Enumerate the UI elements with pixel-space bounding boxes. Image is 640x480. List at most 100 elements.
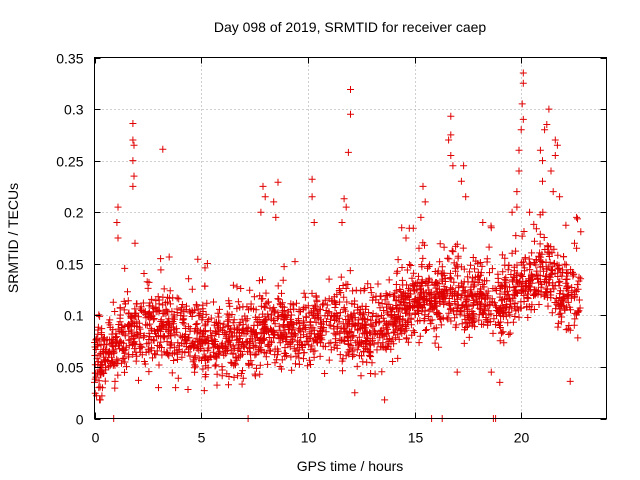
data-point <box>505 295 513 303</box>
data-point <box>518 232 526 240</box>
data-point <box>242 330 250 338</box>
data-point <box>129 120 137 127</box>
data-point <box>300 289 308 297</box>
data-point <box>534 288 542 296</box>
data-point <box>435 343 443 351</box>
data-point <box>525 277 532 285</box>
data-point <box>437 321 445 329</box>
data-point <box>394 324 402 332</box>
data-point <box>574 308 582 316</box>
y-tick-label: 0.15 <box>56 257 83 273</box>
y-axis-label: SRMTID / TECUs <box>5 183 21 293</box>
data-point <box>464 278 472 286</box>
data-point <box>264 360 272 368</box>
data-point <box>327 312 335 320</box>
data-point <box>309 324 317 332</box>
data-point <box>205 344 213 352</box>
data-point <box>488 265 496 273</box>
data-point <box>176 332 184 340</box>
data-point <box>491 285 499 293</box>
data-point <box>139 299 147 307</box>
data-point <box>516 277 524 285</box>
data-point <box>193 329 201 337</box>
data-point <box>268 311 276 319</box>
data-point <box>545 105 553 113</box>
data-point <box>146 333 154 341</box>
data-point <box>396 300 404 308</box>
data-point <box>339 282 347 289</box>
data-point <box>498 297 506 305</box>
data-point <box>485 307 493 315</box>
data-point <box>166 287 174 295</box>
data-point <box>337 289 345 297</box>
data-point <box>292 331 299 339</box>
data-point <box>504 319 512 327</box>
data-point <box>536 146 544 154</box>
data-point <box>481 302 489 310</box>
data-point <box>548 309 556 317</box>
data-point <box>265 328 272 336</box>
data-point <box>452 323 460 331</box>
data-point <box>504 287 511 295</box>
data-point <box>145 336 153 343</box>
data-point <box>136 325 144 333</box>
data-point <box>462 193 470 201</box>
data-point <box>295 346 303 354</box>
data-point <box>466 288 474 296</box>
data-point <box>280 349 288 357</box>
data-point <box>452 267 460 275</box>
y-tick-label: 0 <box>76 412 84 428</box>
data-point <box>305 341 313 349</box>
data-point <box>129 136 137 144</box>
data-point <box>190 356 198 364</box>
data-point <box>130 172 138 180</box>
data-point <box>142 314 150 322</box>
data-point <box>364 346 372 354</box>
data-point <box>99 370 107 377</box>
data-point <box>349 352 356 360</box>
data-point <box>537 258 545 265</box>
data-point <box>281 323 289 331</box>
data-point <box>536 278 544 285</box>
data-point <box>403 266 411 274</box>
data-point <box>245 359 252 367</box>
data-point <box>317 339 325 347</box>
data-point <box>555 262 563 270</box>
data-point <box>511 313 519 320</box>
data-point <box>397 288 405 296</box>
data-point <box>445 295 453 302</box>
data-point <box>496 378 504 386</box>
data-point <box>306 356 314 364</box>
data-point <box>216 347 224 355</box>
data-point <box>547 167 555 175</box>
data-point <box>376 334 384 342</box>
data-point <box>107 340 115 348</box>
data-point <box>372 292 380 300</box>
data-point <box>350 332 358 340</box>
data-point <box>111 377 119 385</box>
data-point <box>340 195 348 203</box>
data-point <box>210 336 218 344</box>
data-point <box>313 338 321 346</box>
data-point <box>294 350 302 358</box>
data-point <box>478 262 486 270</box>
data-point <box>295 308 303 315</box>
data-point <box>366 338 374 346</box>
data-point <box>250 293 258 301</box>
data-point <box>407 314 415 322</box>
data-point <box>257 329 265 337</box>
data-point <box>367 353 375 361</box>
data-point <box>250 305 257 313</box>
y-tick-label: 0.3 <box>64 102 84 118</box>
data-point <box>309 347 317 355</box>
data-point <box>402 305 410 313</box>
data-point <box>356 339 364 347</box>
data-point <box>313 298 321 306</box>
data-point <box>265 334 273 341</box>
data-point <box>220 320 228 328</box>
data-point <box>247 326 255 334</box>
data-point <box>255 277 263 285</box>
data-point <box>130 318 138 326</box>
data-point <box>426 261 434 269</box>
data-point <box>299 319 307 327</box>
